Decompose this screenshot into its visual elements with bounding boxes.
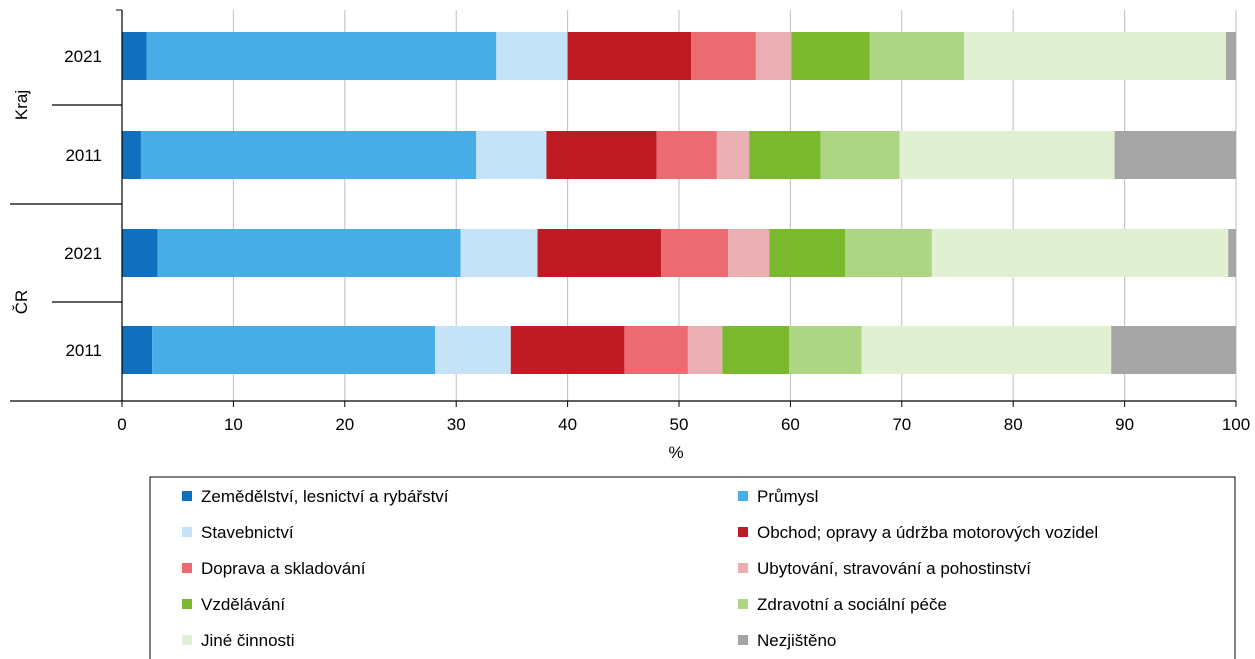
legend-entry: Zdravotní a sociální péče xyxy=(757,595,947,614)
bar-segment xyxy=(716,131,750,179)
bar-segment xyxy=(496,32,568,80)
y-group-label: Kraj xyxy=(12,90,31,120)
x-tick-label: 0 xyxy=(117,415,126,434)
bar-segment xyxy=(1228,229,1236,277)
bar-segment xyxy=(769,229,845,277)
bar-segment xyxy=(152,326,436,374)
bar-segment xyxy=(656,131,717,179)
x-tick-label: 20 xyxy=(335,415,354,434)
legend-swatch xyxy=(738,527,748,537)
legend-entry: Nezjištěno xyxy=(757,631,836,650)
legend-swatch xyxy=(182,599,192,609)
bar-segment xyxy=(844,229,932,277)
legend-box xyxy=(149,476,1236,659)
bar-segment xyxy=(476,131,547,179)
x-axis-label: % xyxy=(668,443,683,462)
bar-segment xyxy=(899,131,1115,179)
bar-segment xyxy=(691,32,756,80)
y-tick-label: 2021 xyxy=(64,47,102,66)
legend-entry: Jiné činnosti xyxy=(201,631,295,650)
bar-segment xyxy=(122,32,147,80)
legend-swatch xyxy=(182,491,192,501)
legend-swatch xyxy=(182,635,192,645)
x-tick-label: 40 xyxy=(558,415,577,434)
x-tick-label: 80 xyxy=(1004,415,1023,434)
bar-segment xyxy=(820,131,900,179)
bar-segment xyxy=(728,229,770,277)
bars xyxy=(122,32,1236,374)
x-tick-label: 50 xyxy=(670,415,689,434)
bar-segment xyxy=(435,326,511,374)
y-axis: 2021 2011 2021 2011 Kraj ČR xyxy=(10,9,122,360)
bar-segment xyxy=(546,131,657,179)
y-tick-label: 2011 xyxy=(65,146,102,165)
bar-segment xyxy=(1114,131,1236,179)
x-axis-ticks: 0 10 20 30 40 50 60 70 80 90 100 xyxy=(117,401,1250,434)
y-tick-label: 2021 xyxy=(64,244,102,263)
bar-segment xyxy=(567,32,692,80)
bar-segment xyxy=(157,229,461,277)
legend-swatch xyxy=(738,635,748,645)
bar-segment xyxy=(122,326,153,374)
x-tick-label: 30 xyxy=(447,415,466,434)
bar-segment xyxy=(537,229,662,277)
legend-entry: Zemědělství, lesnictví a rybářství xyxy=(201,487,449,506)
bar-segment xyxy=(460,229,538,277)
bar-segment xyxy=(964,32,1226,80)
bar-segment xyxy=(687,326,723,374)
bar-segment xyxy=(146,32,497,80)
legend-entry: Doprava a skladování xyxy=(201,559,366,578)
bar-segment xyxy=(624,326,688,374)
y-group-label: ČR xyxy=(12,290,31,315)
bar-segment xyxy=(869,32,965,80)
bar-segment xyxy=(861,326,1112,374)
x-tick-label: 100 xyxy=(1222,415,1250,434)
legend-swatch xyxy=(738,563,748,573)
bar-segment xyxy=(122,131,141,179)
legend-swatch xyxy=(182,563,192,573)
legend: Zemědělství, lesnictví a rybářství Průmys… xyxy=(149,476,1236,659)
y-tick-label: 2011 xyxy=(65,341,102,360)
legend-swatch xyxy=(738,599,748,609)
bar-segment xyxy=(722,326,790,374)
bar-segment xyxy=(510,326,625,374)
x-tick-label: 70 xyxy=(892,415,911,434)
bar-segment xyxy=(140,131,477,179)
bar-segment xyxy=(749,131,821,179)
legend-entry: Obchod; opravy a údržba motorových vozid… xyxy=(757,523,1098,542)
x-tick-label: 90 xyxy=(1115,415,1134,434)
axes xyxy=(10,10,1236,402)
bar-segment xyxy=(1225,32,1236,80)
legend-entry: Vzdělávání xyxy=(201,595,285,614)
legend-swatch xyxy=(738,491,748,501)
bar-segment xyxy=(789,326,862,374)
x-tick-label: 10 xyxy=(224,415,243,434)
x-tick-label: 60 xyxy=(781,415,800,434)
bar-segment xyxy=(661,229,729,277)
bar-segment xyxy=(755,32,792,80)
bar-segment xyxy=(791,32,870,80)
legend-entry: Stavebnictví xyxy=(201,523,294,542)
bar-segment xyxy=(122,229,158,277)
bar-segment xyxy=(1111,326,1236,374)
legend-entry: Průmysl xyxy=(757,487,818,506)
legend-entry: Ubytování, stravování a pohostinství xyxy=(757,559,1031,578)
bar-segment xyxy=(931,229,1229,277)
legend-swatch xyxy=(182,527,192,537)
